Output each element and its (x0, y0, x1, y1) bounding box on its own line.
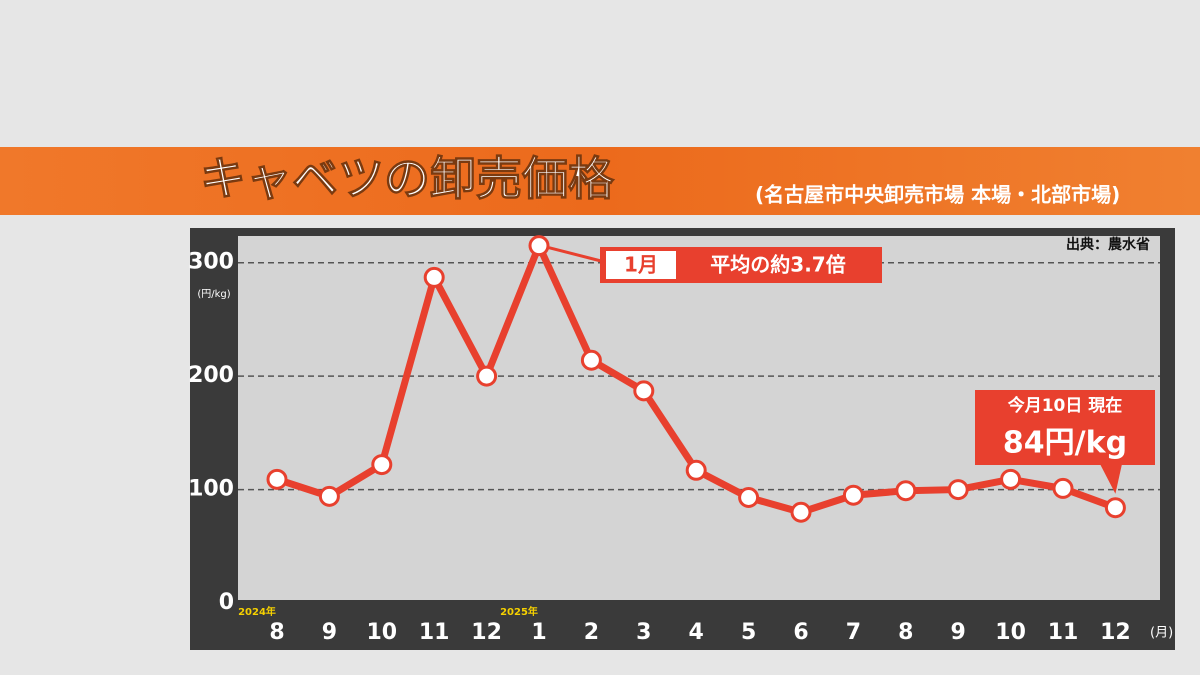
data-point (476, 365, 498, 387)
x-tick-label: 5 (741, 620, 756, 645)
data-point (1000, 468, 1022, 490)
data-point (580, 349, 602, 371)
y-unit: (円/kg) (197, 289, 230, 300)
x-tick-label: 8 (269, 620, 284, 645)
current-price: 84円/kg (1003, 426, 1127, 461)
source: 出典：農水省 (1066, 236, 1150, 253)
chart-title: キャベツの卸売価格 (200, 152, 615, 206)
callout-text: 平均の約3.7倍 (710, 253, 845, 277)
current-pointer (1100, 464, 1122, 494)
current-date: 今月10日 現在 (1008, 395, 1123, 416)
x-tick-label: 1 (531, 620, 546, 645)
x-tick-label: 11 (1048, 620, 1079, 645)
x-tick-label: 9 (322, 620, 337, 645)
data-point (895, 480, 917, 502)
current-inner (979, 422, 1151, 461)
data-point (842, 484, 864, 506)
data-point (528, 235, 550, 257)
x-unit: (月) (1150, 626, 1173, 641)
x-tick-label: 10 (995, 620, 1026, 645)
y-tick-label: 0 (219, 590, 234, 615)
data-point (685, 459, 707, 481)
y-tick-label: 300 (188, 250, 234, 275)
data-point (1052, 477, 1074, 499)
y-tick-label: 200 (188, 363, 234, 388)
y-tick-label: 100 (188, 477, 234, 502)
callout-pointer (548, 246, 606, 264)
data-point (371, 454, 393, 476)
data-point (1104, 497, 1126, 519)
data-point (266, 468, 288, 490)
x-tick-label: 9 (951, 620, 966, 645)
year-label: 2024年 (238, 605, 276, 618)
callout-month: 1月 (624, 253, 658, 277)
callout-tag (606, 251, 676, 279)
title-band (0, 147, 1200, 215)
x-tick-label: 6 (793, 620, 808, 645)
data-point (423, 266, 445, 288)
data-point (633, 380, 655, 402)
year-label: 2025年 (500, 605, 538, 618)
data-point (790, 501, 812, 523)
chart-subtitle: (名古屋市中央卸売市場 本場・北部市場) (755, 183, 1120, 207)
x-tick-label: 12 (1100, 620, 1131, 645)
x-tick-label: 4 (689, 620, 704, 645)
x-tick-label: 2 (584, 620, 599, 645)
x-tick-label: 3 (636, 620, 651, 645)
x-tick-label: 8 (898, 620, 913, 645)
x-tick-label: 11 (419, 620, 450, 645)
x-tick-label: 10 (366, 620, 397, 645)
data-point (947, 479, 969, 501)
data-point (738, 487, 760, 509)
x-tick-label: 7 (846, 620, 861, 645)
x-tick-label: 12 (471, 620, 502, 645)
data-point (318, 485, 340, 507)
